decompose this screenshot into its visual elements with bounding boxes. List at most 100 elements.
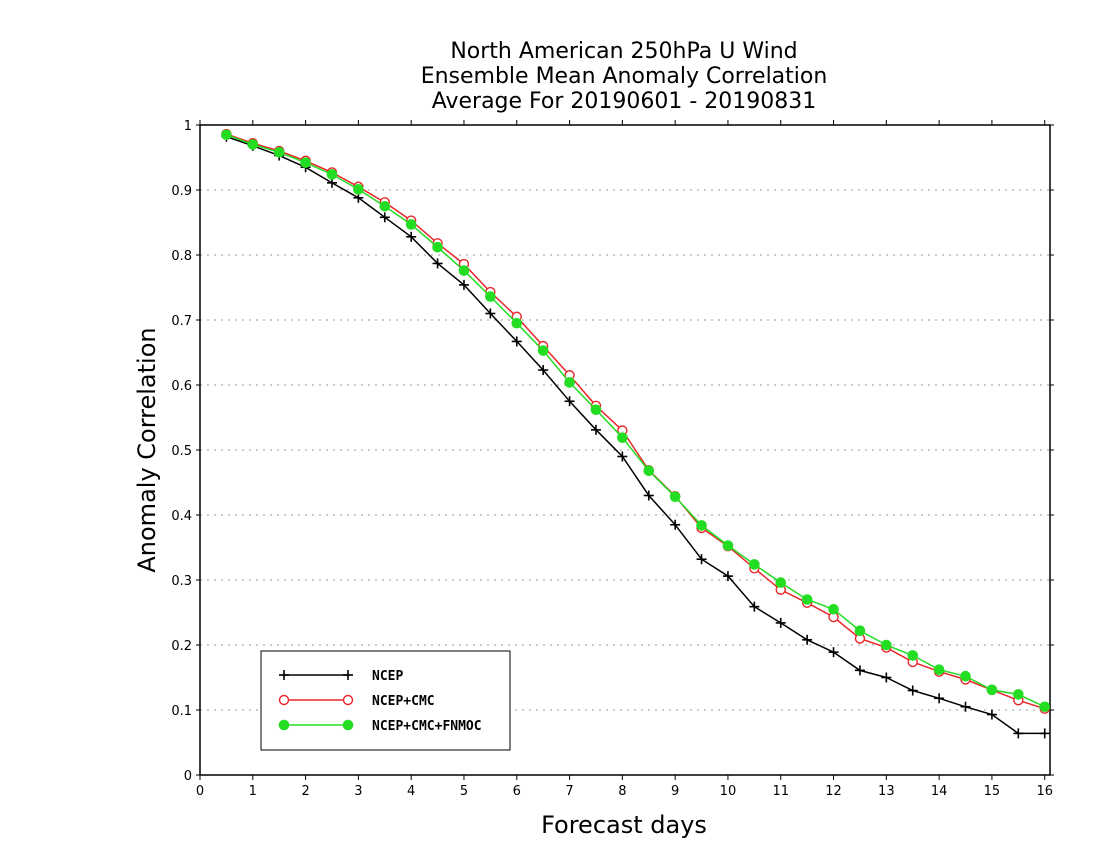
filled-circle-marker xyxy=(247,139,259,150)
plus-marker xyxy=(828,647,839,658)
filled-circle-marker xyxy=(537,345,549,356)
filled-circle-marker xyxy=(432,241,443,253)
grid-lines xyxy=(200,189,1050,711)
y-tick-label: 0.4 xyxy=(171,509,192,524)
x-tick-label: 6 xyxy=(513,784,521,799)
plus-marker xyxy=(406,231,417,242)
filled-circle-marker xyxy=(801,594,813,605)
y-axis-ticks: 0 0.1 0.2 0.3 0.4 0.5 0.6 0.7 0.8 0.9 1 xyxy=(171,119,1054,784)
y-tick-label: 0.6 xyxy=(171,379,192,394)
plus-marker xyxy=(379,212,390,223)
legend-item: NCEP+CMC xyxy=(278,694,435,709)
filled-circle-marker xyxy=(300,157,311,168)
y-tick-label: 0.7 xyxy=(171,314,192,329)
plus-marker xyxy=(485,308,496,319)
x-tick-label: 11 xyxy=(772,784,789,799)
filled-circle-marker xyxy=(854,625,866,637)
plus-marker xyxy=(590,424,601,435)
series-ncep xyxy=(221,131,1050,739)
chart-title-line: Average For 20190601 - 20190831 xyxy=(432,89,817,114)
filled-circle-marker xyxy=(511,317,523,329)
plus-marker xyxy=(279,670,289,680)
filled-circle-marker xyxy=(278,719,290,731)
chart-title-line: North American 250hPa U Wind xyxy=(450,39,797,64)
x-tick-label: 2 xyxy=(301,784,309,799)
x-tick-label: 16 xyxy=(1036,784,1053,799)
filled-circle-marker xyxy=(405,219,417,230)
series-ncep-cmc xyxy=(221,128,1050,714)
plus-marker xyxy=(934,693,945,704)
filled-circle-marker xyxy=(590,404,602,416)
x-tick-label: 0 xyxy=(196,784,204,799)
plus-marker xyxy=(617,451,628,462)
y-tick-label: 0 xyxy=(184,769,192,784)
x-tick-label: 5 xyxy=(460,784,468,799)
x-tick-label: 10 xyxy=(720,784,737,799)
filled-circle-marker xyxy=(1013,689,1024,700)
open-circle-marker xyxy=(342,694,354,706)
x-tick-label: 1 xyxy=(249,784,257,799)
x-tick-label: 9 xyxy=(671,784,679,799)
series-line xyxy=(226,135,1045,735)
plus-marker xyxy=(643,490,654,501)
filled-circle-marker xyxy=(643,465,655,477)
data-series xyxy=(221,128,1051,739)
series-line xyxy=(226,133,1045,710)
filled-circle-marker xyxy=(722,540,734,551)
filled-circle-marker xyxy=(907,650,919,661)
filled-circle-marker xyxy=(669,491,681,503)
plus-marker xyxy=(907,685,918,696)
filled-circle-marker xyxy=(564,377,575,388)
filled-circle-marker xyxy=(960,670,971,682)
plus-marker xyxy=(881,672,892,683)
series-ncep-cmc-fnmoc xyxy=(221,129,1051,713)
filled-circle-marker xyxy=(326,169,338,180)
plus-marker xyxy=(538,365,549,376)
filled-circle-marker xyxy=(458,265,470,276)
plus-marker xyxy=(1039,728,1050,739)
y-axis-label: Anomaly Correlation xyxy=(133,327,161,572)
filled-circle-marker xyxy=(353,184,364,195)
open-circle-marker xyxy=(278,694,290,706)
y-tick-label: 0.2 xyxy=(171,639,192,654)
plus-marker xyxy=(432,258,443,269)
filled-circle-marker xyxy=(749,559,760,570)
plus-marker xyxy=(854,665,865,676)
x-axis-label: Forecast days xyxy=(541,811,707,839)
plus-marker xyxy=(458,279,469,290)
plus-marker xyxy=(986,709,997,720)
y-tick-label: 0.9 xyxy=(171,184,192,199)
x-tick-label: 4 xyxy=(407,784,415,799)
legend-item: NCEP+CMC+FNMOC xyxy=(278,719,482,734)
filled-circle-marker xyxy=(485,291,496,302)
plus-marker xyxy=(564,396,575,407)
legend-item: NCEP xyxy=(279,669,403,684)
filled-circle-marker xyxy=(986,684,998,696)
filled-circle-marker xyxy=(273,147,285,158)
plus-marker xyxy=(696,554,707,565)
x-axis-ticks: 0 1 2 3 4 5 6 7 8 9 10 11 12 13 14 15 16 xyxy=(196,120,1053,799)
x-tick-label: 13 xyxy=(878,784,895,799)
legend-label: NCEP+CMC xyxy=(372,694,435,709)
plus-marker xyxy=(722,571,733,582)
x-tick-label: 14 xyxy=(931,784,948,799)
x-tick-label: 8 xyxy=(618,784,626,799)
plus-marker xyxy=(775,617,786,628)
y-tick-label: 0.8 xyxy=(171,249,192,264)
x-tick-label: 12 xyxy=(825,784,842,799)
y-tick-label: 0.3 xyxy=(171,574,192,589)
x-tick-label: 15 xyxy=(984,784,1001,799)
plus-marker xyxy=(749,601,760,612)
plus-marker xyxy=(670,519,681,530)
filled-circle-marker xyxy=(342,719,354,731)
plus-marker xyxy=(960,701,971,712)
filled-circle-marker xyxy=(1039,701,1051,713)
legend-label: NCEP+CMC+FNMOC xyxy=(372,719,482,734)
filled-circle-marker xyxy=(933,664,945,676)
filled-circle-marker xyxy=(379,200,391,212)
x-tick-label: 3 xyxy=(354,784,362,799)
plus-marker xyxy=(511,336,522,347)
filled-circle-marker xyxy=(617,432,628,443)
legend: NCEP NCEP+CMC NCEP+CMC+FNMOC xyxy=(260,650,511,751)
